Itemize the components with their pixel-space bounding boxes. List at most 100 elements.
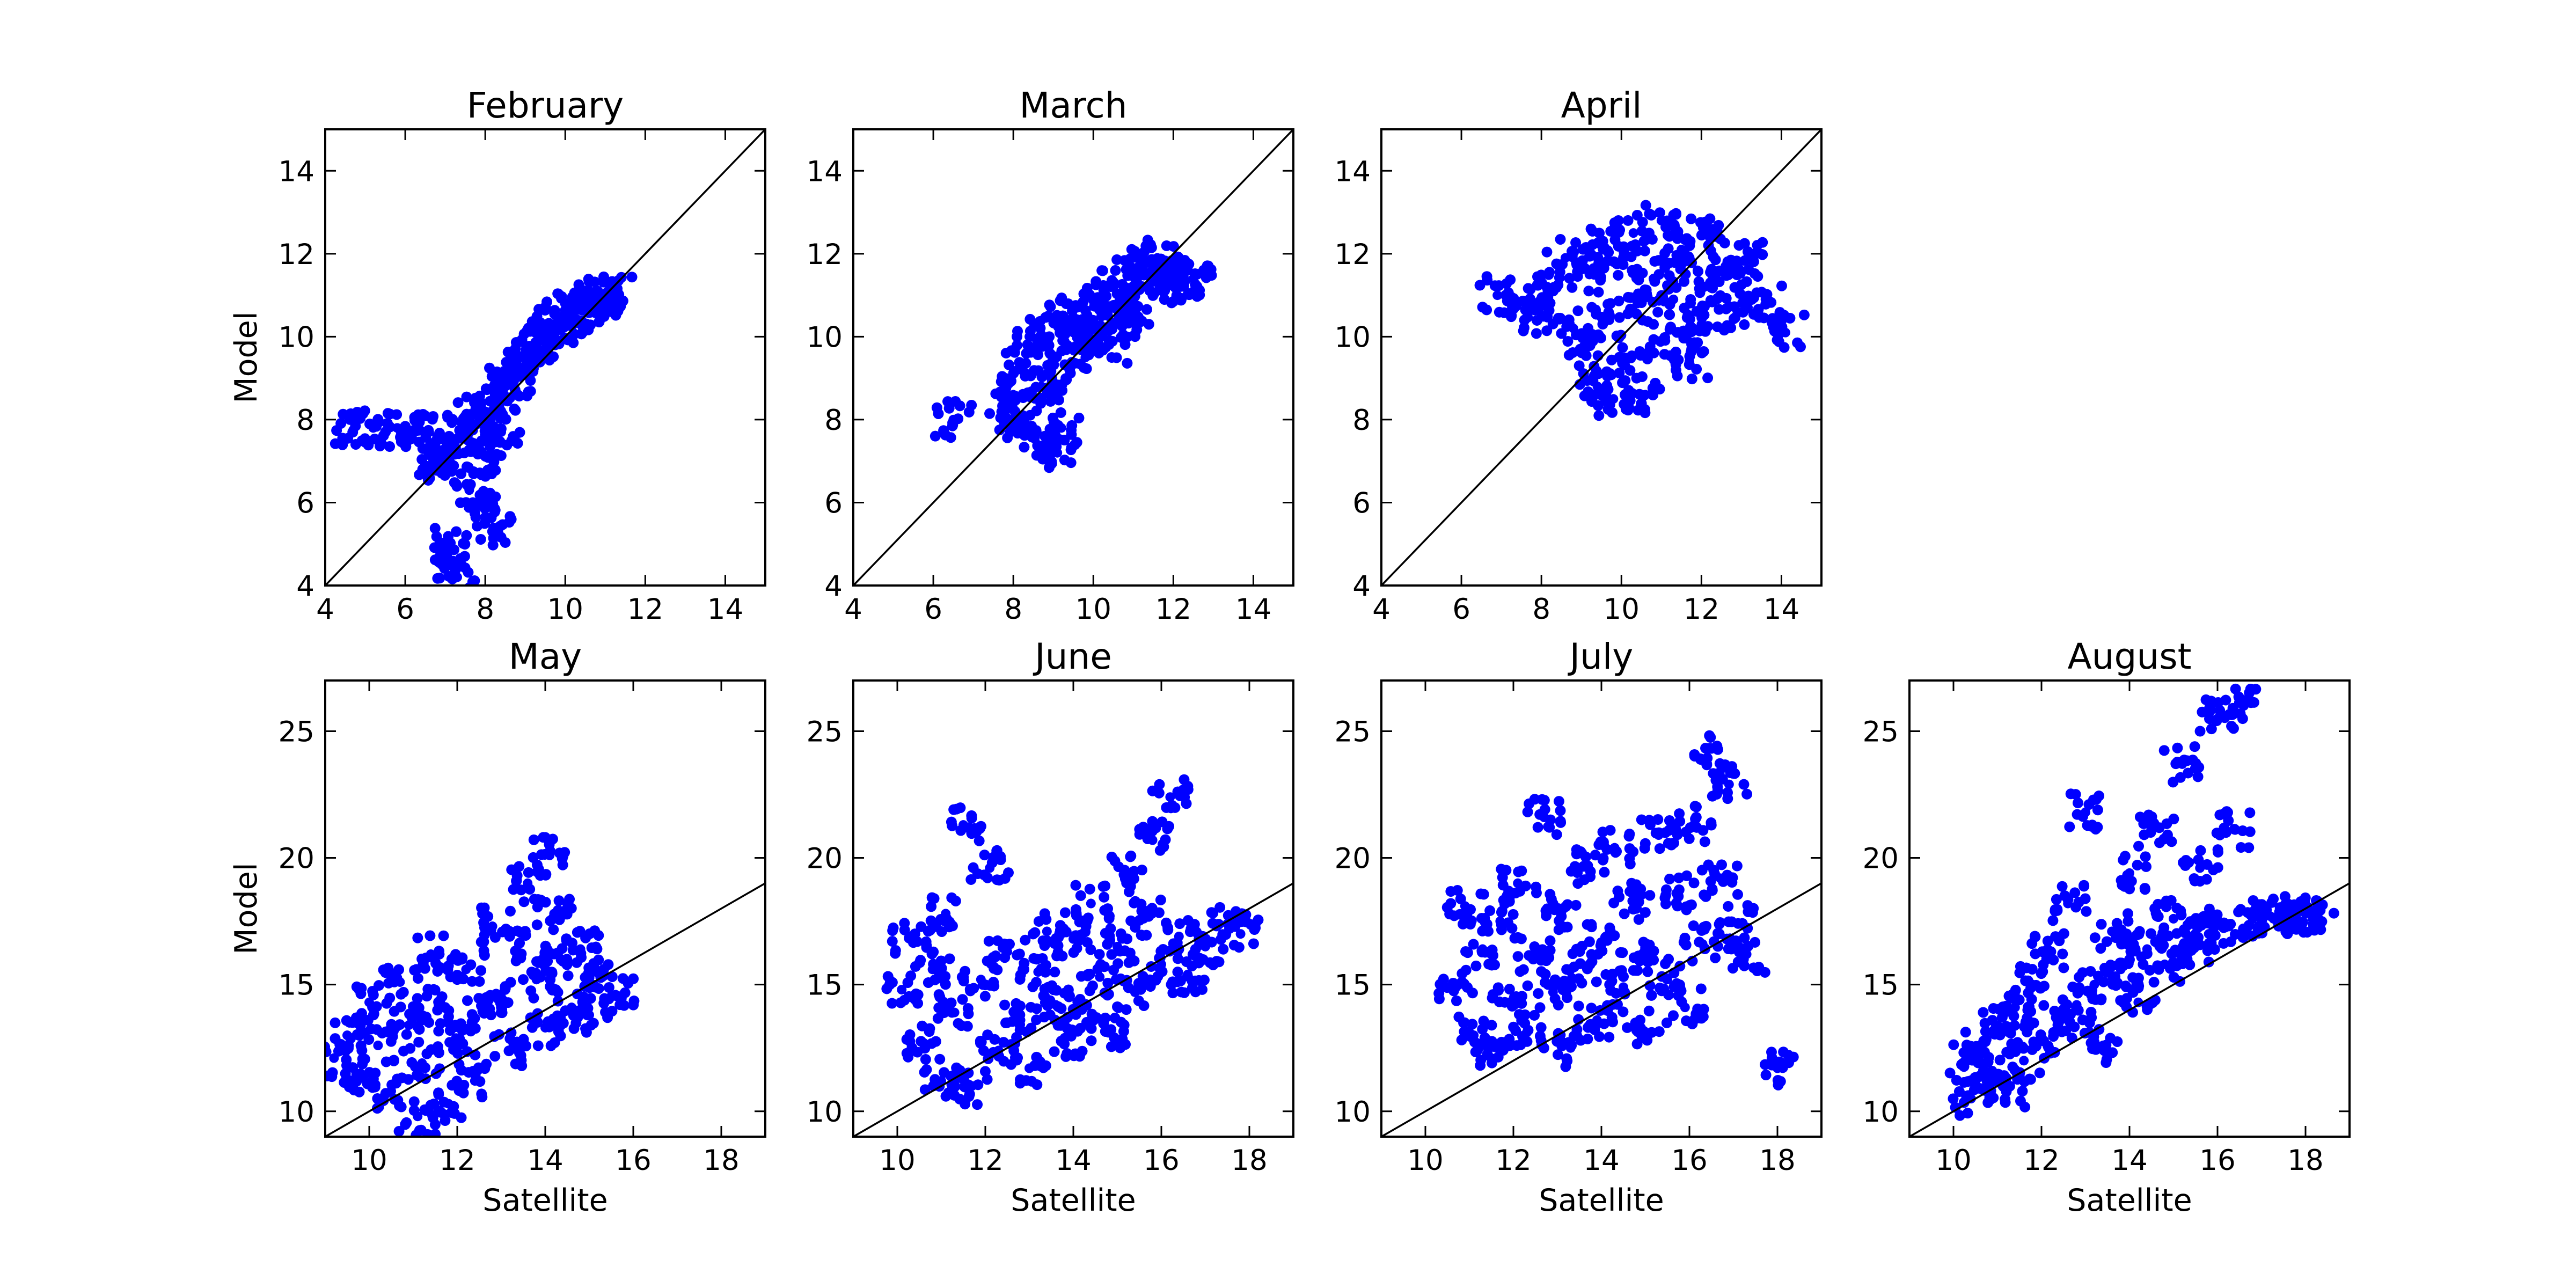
data-point — [1960, 1027, 1971, 1038]
data-point — [1136, 865, 1147, 876]
data-point — [1506, 1000, 1518, 1012]
data-point — [1613, 240, 1624, 252]
data-point — [1031, 1051, 1042, 1063]
data-point — [1743, 906, 1754, 917]
data-point — [901, 1048, 912, 1059]
data-point — [337, 433, 348, 444]
data-point — [448, 1044, 459, 1055]
data-point — [1532, 822, 1543, 833]
data-point — [370, 1079, 381, 1091]
data-point — [1113, 958, 1124, 969]
data-point — [374, 416, 385, 428]
data-point — [508, 884, 519, 895]
data-point — [553, 895, 565, 906]
data-point — [1611, 330, 1622, 341]
data-point — [1583, 286, 1594, 297]
data-point — [1732, 956, 1744, 968]
data-point — [2082, 820, 2093, 831]
data-point — [1623, 402, 1635, 414]
data-point — [1563, 349, 1575, 361]
data-point — [1567, 251, 1578, 262]
data-point — [1690, 813, 1701, 824]
data-point — [1673, 872, 1685, 883]
data-point — [524, 883, 536, 895]
data-point — [1059, 1038, 1070, 1050]
data-point — [1717, 876, 1729, 887]
data-point — [515, 1050, 526, 1061]
data-point — [519, 926, 531, 937]
data-point — [1795, 341, 1806, 353]
data-point — [2211, 715, 2222, 727]
data-point — [1049, 967, 1060, 978]
data-point — [1948, 1093, 1959, 1104]
data-point — [908, 937, 919, 948]
data-point — [2064, 821, 2075, 832]
data-point — [353, 984, 364, 995]
identity-line — [1909, 882, 2350, 1137]
data-point — [951, 1062, 962, 1073]
data-point — [966, 813, 977, 824]
data-point — [1699, 836, 1710, 847]
data-point — [1994, 1055, 2006, 1066]
data-point — [1189, 268, 1201, 280]
data-point — [1742, 923, 1753, 934]
y-tick-label: 14 — [279, 155, 314, 188]
data-point — [1617, 377, 1628, 389]
data-point — [2092, 804, 2103, 816]
data-point — [491, 391, 502, 402]
data-point — [1119, 865, 1130, 876]
y-tick-label: 8 — [1352, 404, 1371, 437]
data-point — [525, 375, 536, 386]
data-point — [400, 1119, 411, 1130]
data-point — [489, 379, 500, 391]
data-point — [1759, 1059, 1770, 1070]
data-point — [458, 1087, 469, 1099]
data-point — [391, 1021, 402, 1032]
x-tick-label: 4 — [316, 593, 334, 626]
data-point — [416, 953, 428, 964]
data-point — [1050, 933, 1062, 944]
data-point — [1604, 979, 1615, 990]
data-point — [2184, 959, 2196, 970]
data-point — [2158, 922, 2170, 933]
data-point — [1722, 256, 1733, 267]
data-point — [421, 460, 433, 472]
scatter-points — [1433, 730, 1799, 1091]
data-point — [989, 980, 1000, 992]
data-point — [1182, 970, 1193, 982]
data-point — [949, 1089, 960, 1101]
data-point — [446, 436, 457, 447]
data-point — [1470, 1046, 1481, 1058]
data-point — [354, 1086, 365, 1097]
data-point — [1529, 304, 1540, 316]
data-point — [1451, 995, 1462, 1006]
data-point — [438, 930, 449, 941]
data-point — [1091, 276, 1102, 287]
data-point — [1585, 223, 1597, 235]
identity-line — [853, 882, 1293, 1137]
data-point — [371, 1001, 382, 1012]
data-point — [887, 936, 898, 947]
data-point — [1559, 1037, 1570, 1049]
data-point — [1037, 953, 1048, 964]
data-point — [1073, 412, 1085, 423]
data-point — [496, 1004, 508, 1015]
data-point — [423, 425, 434, 436]
data-point — [1541, 246, 1553, 258]
data-point — [1128, 299, 1139, 310]
data-point — [1129, 866, 1140, 877]
y-tick-label: 25 — [1863, 715, 1899, 748]
data-point — [1570, 237, 1582, 248]
data-point — [2004, 1080, 2015, 1092]
data-point — [2019, 1021, 2030, 1033]
data-point — [1554, 915, 1565, 926]
data-point — [2096, 919, 2107, 930]
data-point — [1529, 1009, 1540, 1021]
data-point — [429, 523, 441, 534]
data-point — [1100, 1012, 1111, 1023]
data-point — [363, 1034, 375, 1045]
data-point — [1014, 1078, 1026, 1089]
data-point — [1012, 326, 1023, 337]
data-point — [1144, 905, 1155, 916]
data-point — [1135, 261, 1146, 272]
